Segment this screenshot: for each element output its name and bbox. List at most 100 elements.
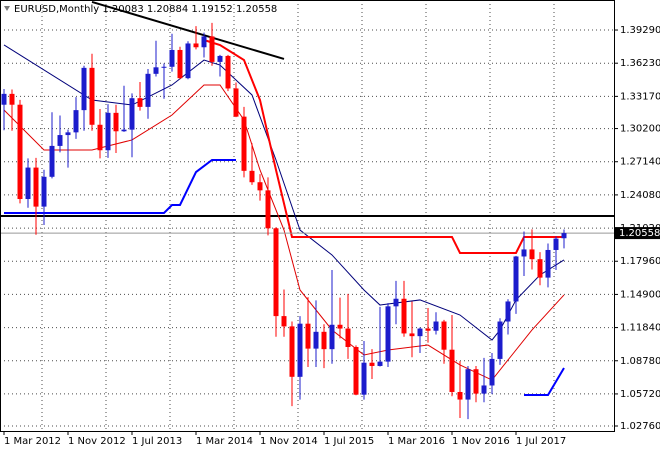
candle-body <box>153 67 159 74</box>
y-tick-label: 1.05720 <box>620 389 660 400</box>
candle-body <box>257 182 263 191</box>
price-label-box <box>615 227 660 240</box>
candle-body <box>177 49 183 79</box>
candle-body <box>81 67 87 111</box>
y-tick-label: 1.11840 <box>620 323 660 334</box>
candle-body <box>113 112 119 132</box>
y-tick-label: 1.08780 <box>620 356 660 367</box>
candle-body <box>241 116 247 171</box>
candle-body <box>145 73 151 107</box>
candle-body <box>337 324 343 329</box>
axes: 1.39290 1.36230 1.33170 1.30200 1.27140 1.240… <box>3 25 660 447</box>
candle-body <box>209 36 215 62</box>
candle-body <box>121 129 127 132</box>
indicator-line <box>4 158 236 215</box>
candle-body <box>401 298 407 334</box>
candle-body <box>505 301 511 322</box>
candle-body <box>441 321 447 350</box>
y-tick-label: 1.39290 <box>620 25 660 36</box>
x-tick-label: 1 Nov 2014 <box>260 436 318 447</box>
plot-frame <box>0 0 615 432</box>
indicator-line <box>3 84 565 381</box>
candle-body <box>449 349 455 392</box>
candle-body <box>497 321 503 359</box>
candle-body <box>465 369 471 400</box>
candle-body <box>9 93 15 105</box>
x-tick-label: 1 Mar 2014 <box>196 436 253 447</box>
y-tick-label: 1.27140 <box>620 157 660 168</box>
candle-body <box>137 98 143 107</box>
y-tick-label: 1.02760 <box>620 421 660 432</box>
candle-body <box>89 67 95 125</box>
candle-body <box>513 256 519 302</box>
candle-body <box>409 333 415 337</box>
candle-body <box>369 362 375 366</box>
candle-body <box>265 190 271 229</box>
candle-body <box>481 385 487 394</box>
candle-body <box>233 88 239 117</box>
x-tick-label: 1 Nov 2016 <box>452 436 510 447</box>
candle-body <box>353 346 359 395</box>
indicator-line <box>524 367 565 397</box>
candle-body <box>529 249 535 260</box>
candle-body <box>169 49 175 67</box>
candle-body <box>377 361 383 366</box>
candle-body <box>17 104 23 200</box>
candle-body <box>49 145 55 177</box>
candle-body <box>417 328 423 337</box>
candle-body <box>329 324 335 350</box>
y-tick-label: 1.24080 <box>620 190 660 201</box>
indicator-line <box>203 39 564 255</box>
candle-body <box>289 326 295 377</box>
overlays <box>0 0 614 397</box>
candle-body <box>201 36 207 48</box>
candle-body <box>33 167 39 207</box>
y-tick-label: 1.33170 <box>620 91 660 102</box>
candles <box>1 22 567 420</box>
candle-body <box>361 362 367 395</box>
candle-body <box>57 135 63 146</box>
candle-body <box>385 306 391 362</box>
candle-body <box>553 238 559 250</box>
candle-body <box>297 323 303 377</box>
title-icon <box>4 6 10 11</box>
candle-body <box>25 167 31 200</box>
chart-title: EURUSD,Monthly 1.20083 1.20884 1.19152 1… <box>14 4 277 15</box>
candle-body <box>457 391 463 400</box>
candle-body <box>129 98 135 130</box>
candle-body <box>97 124 103 151</box>
candle-body <box>217 55 223 62</box>
candle-body <box>41 176 47 207</box>
candle-body <box>281 316 287 327</box>
candle-body <box>73 110 79 133</box>
x-tick-label: 1 Mar 2016 <box>388 436 445 447</box>
candle-body <box>545 249 551 278</box>
candle-body <box>473 369 479 394</box>
candle-body <box>305 323 311 349</box>
y-tick-label: 1.14900 <box>620 289 660 300</box>
candle-body <box>193 43 199 48</box>
candle-body <box>273 228 279 317</box>
candle-body <box>185 43 191 79</box>
candle-body <box>225 55 231 89</box>
candle-body <box>537 259 543 278</box>
indicator-line <box>91 0 285 60</box>
candle-body <box>321 331 327 350</box>
x-tick-label: 1 Jul 2015 <box>324 436 374 447</box>
candle-body <box>65 132 71 136</box>
candle-body <box>425 328 431 331</box>
candle-body <box>521 249 527 257</box>
x-tick-label: 1 Mar 2012 <box>4 436 61 447</box>
candle-body <box>313 331 319 349</box>
candle-body <box>105 112 111 151</box>
candle-body <box>489 358 495 386</box>
candle-body <box>345 328 351 347</box>
price-label: 1.20558 <box>619 228 660 239</box>
candle-body <box>393 298 399 307</box>
candle-body <box>161 66 167 68</box>
candle-body <box>1 93 7 105</box>
x-tick-label: 1 Jul 2017 <box>516 436 566 447</box>
